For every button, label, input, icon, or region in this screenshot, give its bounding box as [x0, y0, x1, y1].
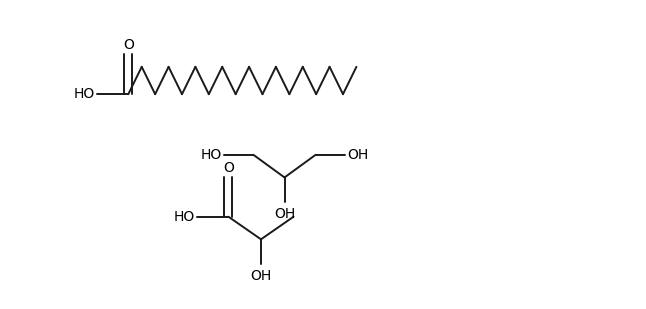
Text: O: O [223, 161, 234, 176]
Text: OH: OH [274, 207, 295, 221]
Text: HO: HO [201, 148, 222, 162]
Text: OH: OH [347, 148, 368, 162]
Text: HO: HO [74, 87, 95, 101]
Text: HO: HO [174, 210, 195, 224]
Text: O: O [123, 38, 134, 52]
Text: OH: OH [251, 269, 271, 283]
